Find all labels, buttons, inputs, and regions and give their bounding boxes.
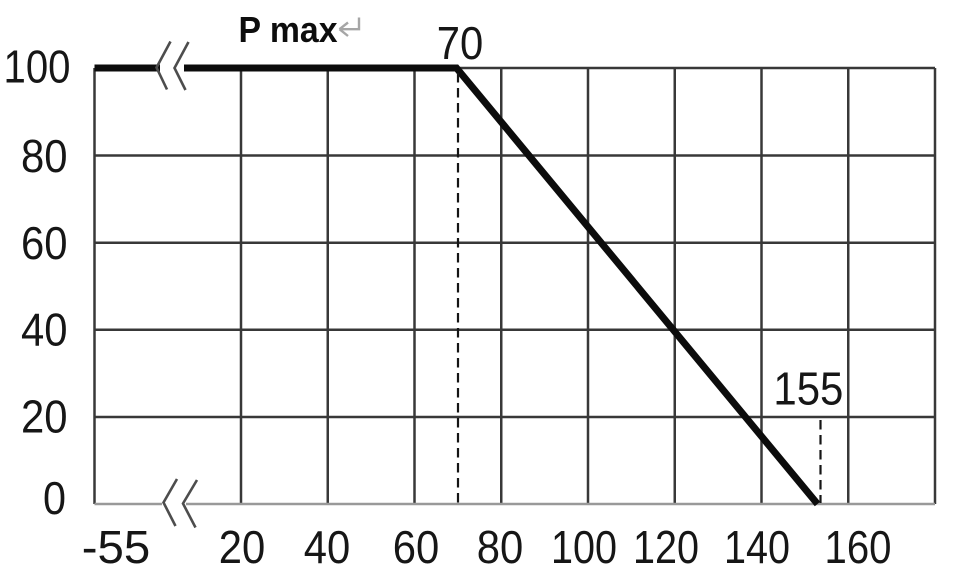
svg-text:60: 60 xyxy=(393,521,440,573)
svg-text:160: 160 xyxy=(825,521,892,573)
svg-text:120: 120 xyxy=(633,521,699,573)
svg-text:P max: P max xyxy=(239,9,339,50)
svg-text:20: 20 xyxy=(21,391,68,443)
svg-text:60: 60 xyxy=(21,217,68,269)
svg-text:40: 40 xyxy=(304,521,351,573)
svg-text:20: 20 xyxy=(219,521,266,573)
svg-text:70: 70 xyxy=(437,17,484,69)
svg-text:-55: -55 xyxy=(82,521,151,573)
svg-text:140: 140 xyxy=(724,521,790,573)
svg-text:0: 0 xyxy=(43,472,66,524)
svg-text:100: 100 xyxy=(551,521,617,573)
svg-text:40: 40 xyxy=(21,304,68,356)
svg-text:100: 100 xyxy=(4,41,71,93)
svg-text:80: 80 xyxy=(477,521,524,573)
svg-text:155: 155 xyxy=(773,363,843,415)
svg-text:80: 80 xyxy=(21,130,68,182)
